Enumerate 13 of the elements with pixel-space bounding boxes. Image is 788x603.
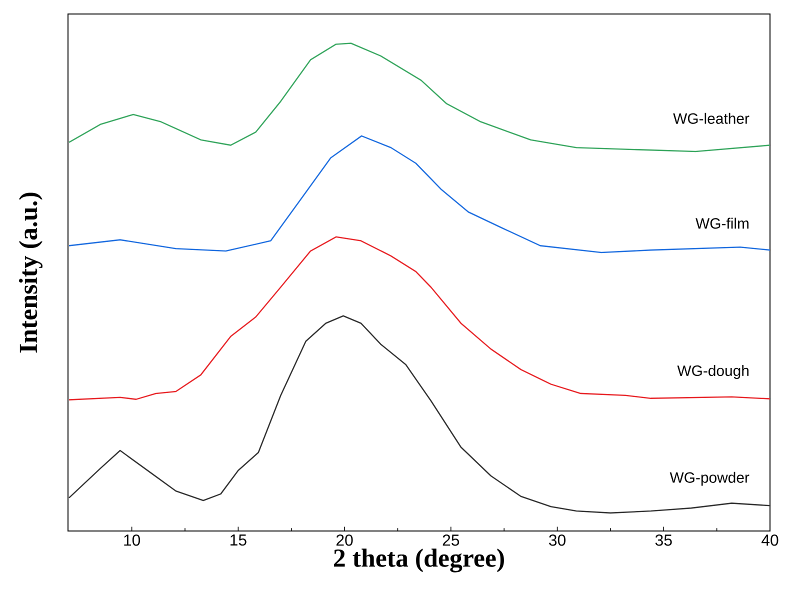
x-tick-label: 20 [336,534,353,546]
x-tick-label: 40 [762,534,778,546]
x-tick-label: 35 [655,534,672,546]
series-label: WG-powder [670,472,750,486]
y-axis-title: Intensity (a.u.) [18,192,42,353]
x-tick-label: 10 [124,534,140,546]
x-tick-label: 15 [230,534,246,546]
x-axis-title: 2 theta (degree) [334,548,504,572]
series-label: WG-leather [673,112,750,124]
x-tick-label: 30 [549,534,566,546]
series-label: WG-film [696,218,748,229]
x-tick-label: 25 [442,534,460,546]
series-label: WG-dough [677,365,748,379]
